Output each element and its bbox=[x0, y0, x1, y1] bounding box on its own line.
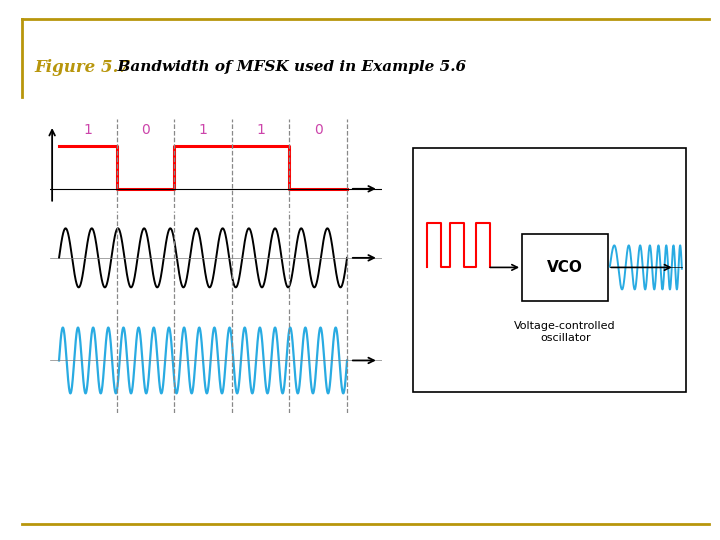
Text: Bandwidth of MFSK used in Example 5.6: Bandwidth of MFSK used in Example 5.6 bbox=[107, 60, 466, 75]
Text: 0: 0 bbox=[141, 123, 150, 137]
Text: VCO: VCO bbox=[547, 260, 583, 275]
Text: 1: 1 bbox=[199, 123, 207, 137]
Text: Voltage-controlled
oscillator: Voltage-controlled oscillator bbox=[514, 321, 616, 343]
Text: 0: 0 bbox=[314, 123, 323, 137]
Text: Figure 5.7: Figure 5.7 bbox=[35, 59, 130, 76]
Bar bbox=[522, 234, 608, 301]
Text: 1: 1 bbox=[84, 123, 92, 137]
Text: 1: 1 bbox=[256, 123, 265, 137]
